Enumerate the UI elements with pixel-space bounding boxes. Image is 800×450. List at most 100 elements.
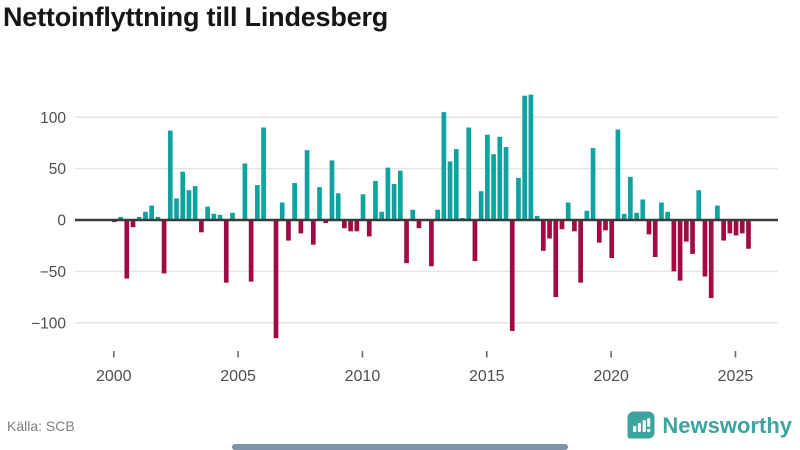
bar-2007-q1 (286, 220, 291, 241)
bar-2004-q2 (217, 214, 223, 220)
bar-2025-q1 (733, 220, 739, 236)
bar-2005-q2 (242, 163, 248, 220)
bar-2015-q4 (503, 147, 509, 220)
bar-2010-q4 (379, 211, 385, 220)
y-axis-label: −100 (31, 315, 66, 332)
bar-2018-q1 (559, 220, 565, 230)
bar-2010-q1 (360, 194, 366, 220)
bar-2017-q4 (553, 220, 559, 298)
bar-2019-q1 (584, 210, 590, 220)
bar-2019-q4 (603, 220, 608, 231)
bar-2003-q1 (186, 190, 192, 220)
bar-2011-q3 (397, 170, 403, 220)
y-axis-label: 100 (40, 110, 66, 127)
bar-2001-q2 (143, 211, 148, 220)
bar-2006-q3 (273, 220, 279, 339)
bar-2008-q1 (310, 220, 316, 245)
bar-2003-q3 (199, 220, 204, 233)
bar-2019-q3 (596, 220, 602, 243)
bar-2005-q3 (248, 220, 254, 282)
bar-2014-q2 (466, 127, 472, 220)
bar-2012-q1 (410, 209, 416, 220)
x-axis-label: 2010 (345, 368, 381, 385)
bar-2019-q2 (590, 148, 596, 220)
bar-2016-q4 (528, 94, 534, 220)
bar-2010-q3 (373, 180, 378, 220)
bar-2000-q2 (118, 216, 123, 220)
bar-2002-q3 (174, 198, 179, 220)
bar-2023-q1 (683, 220, 689, 242)
bar-2013-q2 (441, 112, 447, 220)
bar-2024-q2 (715, 205, 720, 220)
newsworthy-brand-text: Newsworthy (662, 412, 792, 438)
bar-2022-q2 (665, 211, 671, 220)
bar-2004-q1 (211, 213, 217, 220)
bar-2008-q2 (317, 187, 322, 220)
bar-2000-q4 (130, 220, 136, 228)
bar-2015-q2 (491, 154, 496, 220)
y-axis-label: 0 (57, 213, 66, 230)
bar-2002-q4 (180, 171, 186, 220)
bar-2004-q3 (223, 220, 229, 283)
bar-2006-q1 (261, 127, 266, 220)
bar-2007-q4 (304, 150, 310, 220)
bar-2020-q1 (609, 220, 615, 259)
y-axis-label: −50 (40, 264, 67, 281)
bar-2009-q2 (342, 220, 347, 229)
y-axis-label: 50 (49, 161, 67, 178)
x-axis-label: 2005 (220, 368, 256, 385)
bar-2010-q2 (366, 220, 372, 237)
bar-2023-q2 (690, 220, 695, 254)
bar-2013-q1 (435, 209, 440, 220)
bar-2017-q2 (540, 220, 546, 251)
bar-2016-q2 (516, 177, 521, 220)
newsworthy-badge-icon (627, 411, 655, 439)
bar-2001-q4 (155, 216, 161, 220)
bar-2003-q4 (205, 206, 210, 220)
bar-2001-q3 (149, 205, 155, 220)
bar-2008-q3 (323, 220, 329, 224)
bar-2023-q4 (702, 220, 708, 277)
bar-2021-q1 (634, 212, 639, 220)
x-axis-label: 2020 (593, 368, 629, 385)
bar-2003-q2 (192, 186, 198, 220)
source-label: Källa: SCB (7, 418, 75, 434)
bar-2004-q4 (230, 212, 235, 220)
bar-2022-q3 (671, 220, 677, 272)
bar-2013-q4 (453, 149, 459, 220)
bar-2006-q4 (279, 202, 285, 220)
bottom-scrollbar-thumb[interactable] (232, 444, 568, 450)
bar-2017-q3 (547, 220, 552, 239)
bar-2025-q3 (746, 220, 751, 249)
newsworthy-logo[interactable]: Newsworthy (627, 411, 792, 440)
bar-2024-q4 (727, 220, 733, 234)
bar-2016-q1 (509, 220, 515, 331)
bar-2011-q4 (404, 220, 409, 264)
bar-2021-q4 (652, 220, 658, 257)
bar-2024-q1 (708, 220, 714, 299)
bar-2021-q3 (646, 220, 652, 235)
bar-2016-q3 (522, 95, 528, 220)
bar-2011-q2 (391, 184, 397, 220)
bar-2020-q4 (628, 176, 633, 220)
bar-2012-q4 (429, 220, 434, 267)
bar-2009-q4 (354, 220, 360, 232)
bar-2005-q4 (254, 185, 260, 220)
page-title: Nettoinflyttning till Lindesberg (3, 2, 389, 32)
bar-2022-q1 (659, 202, 664, 220)
bar-2023-q3 (696, 190, 702, 220)
bar-2018-q3 (572, 220, 577, 232)
bar-2007-q3 (298, 220, 304, 234)
bar-2002-q2 (167, 130, 173, 220)
bar-2022-q4 (677, 220, 683, 281)
bar-2017-q1 (534, 215, 540, 220)
bar-2020-q2 (615, 129, 621, 220)
bar-2015-q3 (497, 136, 503, 220)
x-axis-label: 2015 (469, 368, 505, 385)
bar-2000-q3 (124, 220, 130, 279)
bar-2018-q4 (578, 220, 583, 283)
bar-2014-q4 (478, 191, 484, 220)
bar-2020-q3 (621, 213, 627, 220)
